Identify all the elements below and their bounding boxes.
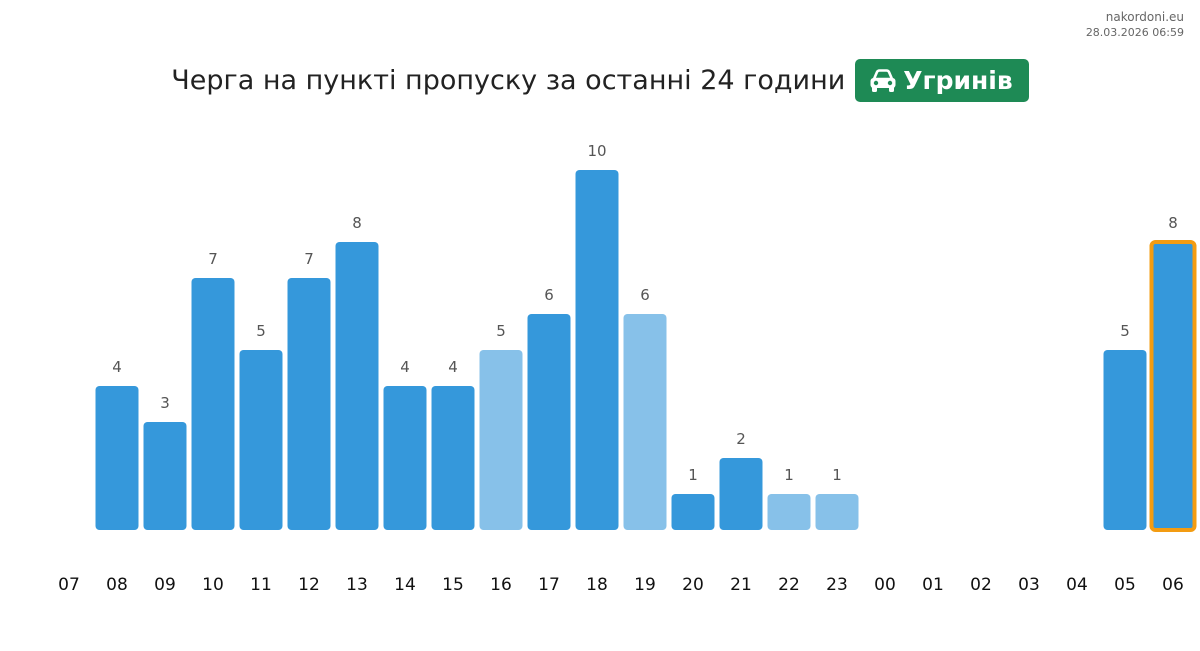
x-tick-13: 13 — [346, 575, 368, 595]
x-tick-00: 00 — [874, 575, 896, 595]
bar-15 — [431, 386, 475, 530]
x-tick-16: 16 — [490, 575, 512, 595]
data-label-12: 7 — [304, 250, 314, 268]
data-label-14: 4 — [400, 358, 410, 376]
bar-21 — [719, 458, 763, 530]
data-label-21: 2 — [736, 430, 746, 448]
x-tick-14: 14 — [394, 575, 416, 595]
bar-06 — [1149, 240, 1197, 532]
bar-23 — [815, 494, 859, 530]
x-tick-12: 12 — [298, 575, 320, 595]
data-label-17: 6 — [544, 286, 554, 304]
bar-14 — [383, 386, 427, 530]
data-label-16: 5 — [496, 322, 506, 340]
x-tick-19: 19 — [634, 575, 656, 595]
badge-label: Угринів — [903, 66, 1013, 95]
x-tick-20: 20 — [682, 575, 704, 595]
checkpoint-badge[interactable]: Угринів — [855, 59, 1029, 102]
data-label-23: 1 — [832, 466, 842, 484]
data-label-18: 10 — [587, 142, 606, 160]
timestamp: 28.03.2026 06:59 — [1085, 26, 1184, 39]
bar-19 — [623, 314, 667, 530]
x-tick-21: 21 — [730, 575, 752, 595]
x-tick-10: 10 — [202, 575, 224, 595]
bar-17 — [527, 314, 571, 530]
site-info: nakordoni.eu 28.03.2026 06:59 — [1086, 9, 1184, 41]
x-tick-15: 15 — [442, 575, 464, 595]
x-tick-17: 17 — [538, 575, 560, 595]
bar-11 — [239, 350, 283, 530]
data-label-20: 1 — [688, 466, 698, 484]
x-tick-11: 11 — [250, 575, 272, 595]
data-label-15: 4 — [448, 358, 458, 376]
site-name: nakordoni.eu — [1105, 10, 1184, 24]
data-label-10: 7 — [208, 250, 218, 268]
data-label-05: 5 — [1120, 322, 1130, 340]
x-tick-04: 04 — [1066, 575, 1088, 595]
bar-13 — [335, 242, 379, 530]
x-tick-09: 09 — [154, 575, 176, 595]
bar-09 — [143, 422, 187, 530]
x-tick-23: 23 — [826, 575, 848, 595]
data-label-13: 8 — [352, 214, 362, 232]
bar-08 — [95, 386, 139, 530]
bar-18 — [575, 170, 619, 530]
data-label-22: 1 — [784, 466, 794, 484]
x-tick-08: 08 — [106, 575, 128, 595]
bar-05 — [1103, 350, 1147, 530]
data-label-08: 4 — [112, 358, 122, 376]
bar-10 — [191, 278, 235, 530]
data-label-19: 6 — [640, 286, 650, 304]
bar-22 — [767, 494, 811, 530]
bar-12 — [287, 278, 331, 530]
data-label-11: 5 — [256, 322, 266, 340]
x-tick-22: 22 — [778, 575, 800, 595]
bar-16 — [479, 350, 523, 530]
bar-20 — [671, 494, 715, 530]
data-label-06: 8 — [1168, 214, 1178, 232]
data-label-09: 3 — [160, 394, 170, 412]
x-tick-01: 01 — [922, 575, 944, 595]
x-tick-05: 05 — [1114, 575, 1136, 595]
chart-title: Черга на пункті пропуску за останні 24 г… — [171, 65, 846, 96]
car-icon — [870, 68, 896, 92]
x-tick-03: 03 — [1018, 575, 1040, 595]
x-tick-18: 18 — [586, 575, 608, 595]
x-tick-06: 06 — [1162, 575, 1184, 595]
x-tick-07: 07 — [58, 575, 80, 595]
x-tick-02: 02 — [970, 575, 992, 595]
header: Черга на пункті пропуску за останні 24 г… — [0, 59, 1200, 102]
